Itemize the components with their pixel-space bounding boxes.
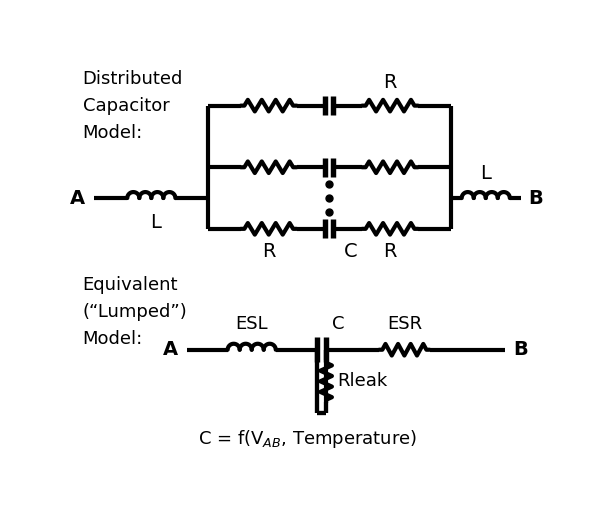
Text: R: R bbox=[383, 242, 397, 261]
Text: Equivalent: Equivalent bbox=[83, 276, 178, 294]
Text: ESR: ESR bbox=[387, 315, 422, 333]
Text: (“Lumped”): (“Lumped”) bbox=[83, 303, 187, 321]
Text: R: R bbox=[383, 73, 397, 92]
Text: Model:: Model: bbox=[83, 123, 143, 142]
Text: Distributed: Distributed bbox=[83, 70, 183, 88]
Text: Model:: Model: bbox=[83, 330, 143, 348]
Text: R: R bbox=[262, 242, 275, 261]
Text: A: A bbox=[163, 340, 178, 359]
Text: ESL: ESL bbox=[235, 315, 268, 333]
Text: A: A bbox=[70, 189, 85, 207]
Text: Rleak: Rleak bbox=[337, 373, 387, 390]
Text: C = f(V$_{AB}$, Temperature): C = f(V$_{AB}$, Temperature) bbox=[198, 428, 417, 450]
Text: L: L bbox=[150, 214, 161, 232]
Text: Capacitor: Capacitor bbox=[83, 96, 170, 115]
Text: C: C bbox=[332, 315, 345, 333]
Text: B: B bbox=[529, 189, 543, 207]
Text: B: B bbox=[513, 340, 527, 359]
Text: C: C bbox=[344, 242, 358, 261]
Text: L: L bbox=[481, 164, 491, 183]
